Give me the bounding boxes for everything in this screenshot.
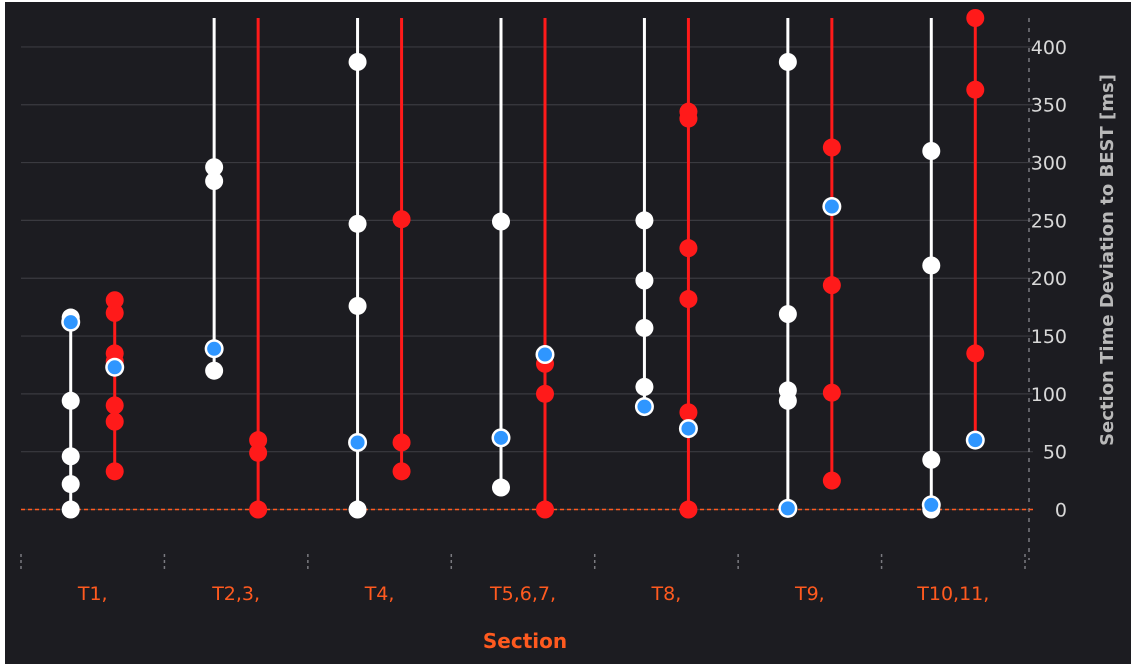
data-point (822, 383, 841, 402)
data-point (778, 381, 797, 400)
highlight-point (494, 430, 508, 445)
x-tick-label: T8, (651, 583, 682, 605)
x-tick-labels: T1, T2,3, T4, T5,6,7, T8, T9, T10,11, (77, 583, 989, 605)
highlight-layer (61, 197, 985, 518)
y-tick-label: 100 (1031, 384, 1067, 406)
data-point (205, 172, 224, 191)
data-point (348, 214, 367, 233)
y-axis-title: Section Time Deviation to BEST [ms] (1097, 74, 1118, 446)
y-tick-label: 200 (1031, 268, 1067, 290)
data-point (966, 344, 985, 363)
data-point (822, 276, 841, 295)
data-point (922, 256, 941, 275)
data-point (392, 462, 411, 481)
data-point (492, 478, 510, 497)
data-point (105, 412, 124, 431)
data-point (348, 500, 367, 519)
data-point (61, 475, 80, 494)
data-point (205, 158, 224, 177)
data-point (492, 212, 510, 231)
y-tick-label: 0 (1055, 500, 1067, 522)
data-point (249, 443, 268, 462)
highlight-point (207, 341, 222, 356)
x-tick-label: T1, (77, 583, 108, 605)
highlight-point (538, 347, 552, 362)
highlight-point (107, 360, 122, 375)
highlight-point (637, 399, 652, 414)
data-point (61, 447, 80, 466)
data-point (536, 500, 554, 519)
y-tick-label: 350 (1031, 95, 1067, 117)
data-point (679, 102, 698, 121)
highlight-point (350, 435, 365, 450)
x-tick-label: T10,11, (916, 583, 989, 605)
data-point (635, 318, 654, 337)
section-deviation-chart: 0 50 100 150 200 250 300 350 400 T1, T2,3, T4, T5,6… (20, 9, 1118, 653)
data-point (61, 500, 80, 519)
data-point (249, 431, 268, 450)
data-point (536, 384, 554, 403)
y-tick-label: 50 (1043, 442, 1067, 464)
data-point (348, 52, 367, 71)
y-tick-label: 250 (1031, 210, 1067, 232)
data-point (392, 433, 411, 452)
data-point (922, 450, 941, 469)
data-point (348, 296, 367, 315)
data-point (822, 471, 841, 490)
highlight-point (924, 497, 939, 512)
highlight-point (681, 421, 696, 436)
highlight-point (968, 433, 983, 448)
x-tick-label: T9, (794, 583, 825, 605)
data-point (205, 361, 224, 380)
data-point (778, 305, 797, 324)
x-tick-label: T2,3, (211, 583, 260, 605)
data-point (105, 291, 124, 310)
series-layer (61, 9, 985, 519)
data-point (922, 142, 941, 160)
highlight-point (780, 501, 795, 516)
data-point (105, 396, 124, 415)
data-point (635, 271, 654, 290)
data-point (679, 403, 698, 422)
chart-panel: 0 50 100 150 200 250 300 350 400 T1, T2,3, T4, T5,6… (5, 2, 1131, 664)
data-point (105, 462, 124, 481)
data-point (105, 303, 124, 322)
data-point (679, 239, 698, 258)
data-point (679, 500, 698, 519)
data-point (822, 138, 841, 157)
data-point (778, 52, 797, 71)
highlight-point (63, 315, 78, 330)
data-point (679, 290, 698, 309)
y-tick-labels: 0 50 100 150 200 250 300 350 400 (1031, 37, 1067, 522)
data-point (61, 391, 80, 410)
data-point (966, 80, 985, 99)
data-point (105, 344, 124, 363)
x-tick-label: T4, (364, 583, 395, 605)
data-point (635, 377, 654, 396)
x-tick-label: T5,6,7, (489, 583, 556, 605)
grid-layer (20, 18, 1033, 572)
y-tick-label: 150 (1031, 326, 1067, 348)
highlight-point (824, 199, 839, 214)
data-point (392, 210, 411, 229)
x-axis-title: Section (483, 629, 567, 653)
data-point (249, 500, 268, 519)
y-tick-label: 300 (1031, 153, 1067, 175)
data-point (966, 9, 985, 27)
data-point (635, 211, 654, 230)
y-tick-label: 400 (1031, 37, 1067, 59)
